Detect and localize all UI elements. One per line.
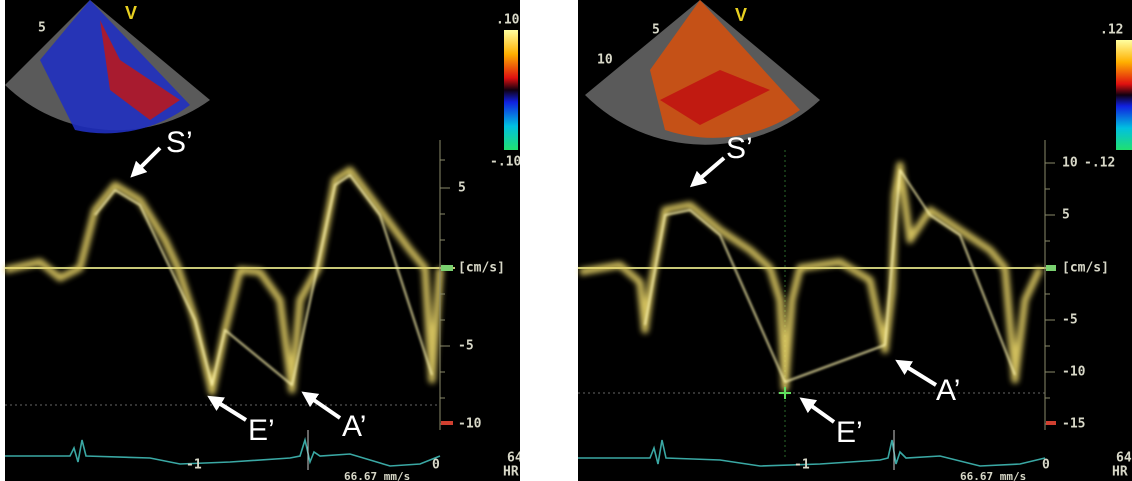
time-label: 0	[432, 458, 440, 473]
velocity-tick: -5	[458, 339, 474, 354]
sector-marker: V	[125, 3, 137, 23]
sector-marker: V	[735, 5, 747, 25]
gap	[520, 0, 578, 481]
time-label: -1	[794, 458, 810, 473]
color-scale-top: .10	[496, 13, 520, 28]
color-bar	[1116, 40, 1132, 150]
time-label: 0	[1042, 458, 1050, 473]
annotation: A’	[342, 410, 366, 443]
annotation: S’	[726, 132, 753, 165]
velocity-unit: [cm/s]	[1062, 261, 1109, 276]
velocity-unit: [cm/s]	[458, 261, 505, 276]
color-bar	[504, 30, 518, 150]
color-scale-top: .12	[1100, 23, 1123, 38]
velocity-tick: -10	[458, 417, 482, 432]
time-label: -1	[186, 458, 202, 473]
annotation: S’	[166, 126, 193, 159]
sweep-speed: 66.67 mm/s	[344, 470, 410, 481]
left-panel: V 5 .10 -.10 5 [cm/s] -5 -10 S’ E’ A’ -1…	[5, 0, 523, 481]
cursor-marker	[441, 421, 453, 425]
velocity-tick: -15	[1062, 417, 1085, 432]
right-panel: V 5 10 .12 -.12 10 5 [cm/s] -5 -10 -15 S…	[578, 0, 1132, 481]
heart-rate: 64	[1116, 451, 1132, 466]
annotation: E’	[248, 414, 275, 447]
velocity-tick: 5	[458, 181, 466, 196]
color-scale-bottom: -.12	[1084, 156, 1115, 171]
cursor-marker	[1046, 421, 1056, 425]
depth-label: 5	[38, 21, 46, 36]
velocity-tick: 5	[1062, 208, 1070, 223]
screenshot: V 5 .10 -.10 5 [cm/s] -5 -10 S’ E’ A’ -1…	[0, 0, 1132, 481]
annotation: E’	[836, 416, 863, 449]
baseline-marker	[441, 265, 453, 271]
color-scale-bottom: -.10	[490, 155, 521, 170]
baseline-marker	[1046, 265, 1056, 271]
depth-label: 10	[597, 53, 613, 68]
sweep-speed: 66.67 mm/s	[960, 470, 1026, 481]
velocity-tick: -5	[1062, 313, 1078, 328]
velocity-tick: -10	[1062, 365, 1086, 380]
heart-rate-unit: HR	[1112, 465, 1128, 480]
depth-label: 5	[652, 23, 660, 38]
heart-rate-unit: HR	[503, 465, 519, 480]
velocity-tick: 10	[1062, 156, 1078, 171]
annotation: A’	[936, 374, 960, 407]
